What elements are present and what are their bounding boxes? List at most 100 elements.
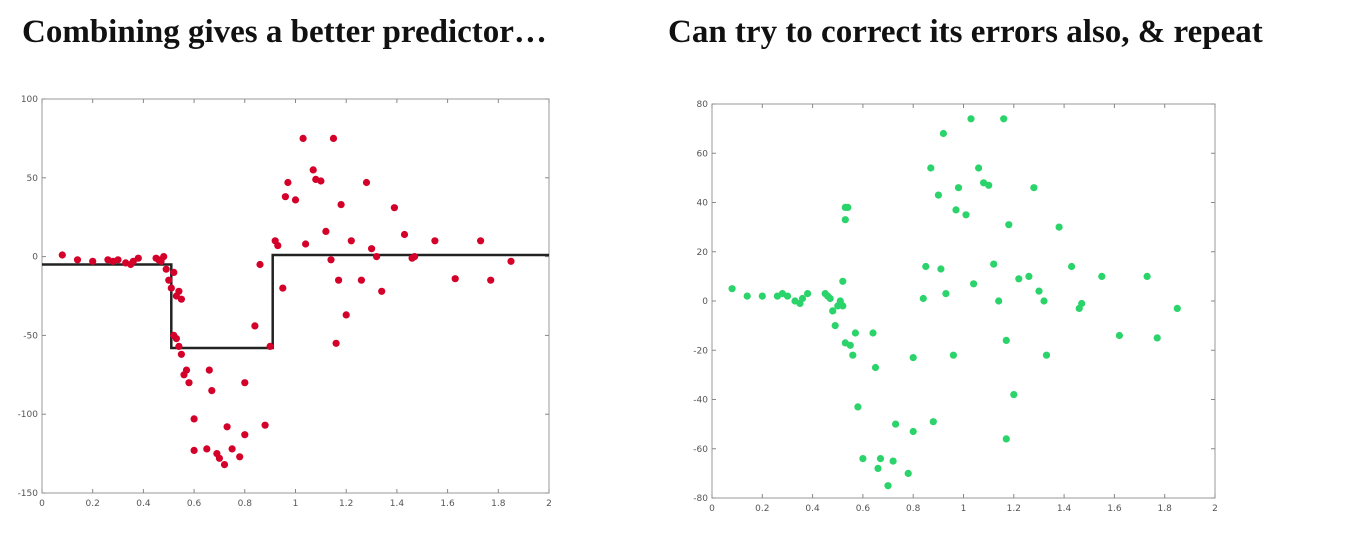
data-point [1002, 435, 1010, 443]
data-point [220, 461, 229, 469]
data-point [1040, 297, 1048, 305]
data-point [337, 201, 345, 209]
data-point [390, 204, 398, 212]
data-point [203, 445, 211, 453]
y-tick-label: 40 [697, 199, 709, 209]
data-point [378, 287, 386, 295]
data-point [451, 275, 459, 283]
data-point [175, 342, 183, 350]
data-point [342, 311, 350, 319]
x-tick-label: 0.6 [187, 499, 202, 509]
data-point [332, 339, 340, 347]
y-tick-label: -40 [693, 396, 708, 406]
data-point [876, 455, 885, 463]
data-point [190, 446, 198, 454]
data-point [208, 387, 216, 395]
y-tick-label: -60 [693, 445, 708, 455]
data-point [291, 196, 300, 204]
data-point [871, 363, 880, 372]
data-point [1143, 272, 1151, 280]
data-point [1002, 336, 1010, 344]
data-point [975, 164, 983, 172]
data-point [205, 366, 213, 374]
x-tick-label: 1.2 [339, 499, 353, 509]
data-point [89, 257, 97, 265]
data-point [114, 256, 122, 264]
data-point [411, 253, 419, 261]
x-tick-label: 0 [39, 499, 45, 509]
data-point [829, 307, 837, 315]
data-point [841, 216, 849, 224]
data-point [831, 322, 839, 330]
data-point [849, 351, 857, 359]
data-point [919, 294, 927, 303]
y-tick-label: -50 [23, 331, 38, 341]
data-point [967, 115, 975, 123]
data-point [256, 260, 264, 269]
data-point [909, 354, 917, 362]
x-tick-label: 1.4 [390, 499, 405, 509]
data-point [995, 297, 1003, 305]
data-point [970, 280, 978, 288]
x-tick-label: 0.4 [805, 504, 820, 514]
x-tick-label: 0.8 [906, 504, 921, 514]
data-point [985, 181, 993, 189]
plot-frame [711, 103, 1216, 499]
data-point [309, 166, 317, 174]
data-point [1035, 287, 1043, 295]
data-point [1173, 304, 1181, 312]
step-fit-line [42, 253, 549, 350]
y-tick-label: 0 [32, 253, 38, 263]
data-point [162, 265, 170, 273]
data-point [73, 256, 82, 264]
data-point [182, 366, 191, 374]
data-point [922, 262, 930, 271]
data-point [281, 193, 289, 201]
data-point [329, 134, 338, 142]
data-point [170, 268, 178, 276]
data-point [362, 178, 371, 187]
data-point [859, 455, 867, 463]
data-point [1115, 331, 1123, 340]
data-point [874, 464, 882, 472]
data-point [854, 403, 862, 411]
y-tick-label: 0 [702, 297, 708, 307]
data-point [177, 350, 185, 358]
data-point [851, 329, 860, 337]
data-point [1000, 115, 1008, 123]
data-point [223, 423, 231, 431]
data-point [839, 302, 847, 310]
y-tick-label: -100 [18, 410, 39, 420]
data-point [236, 453, 244, 461]
data-point [929, 418, 937, 426]
data-point [1042, 351, 1051, 359]
data-point [952, 206, 960, 214]
data-point [1153, 334, 1161, 342]
data-point [172, 335, 180, 343]
data-point [1010, 391, 1018, 399]
data-point [758, 292, 766, 300]
data-point [1098, 272, 1106, 280]
data-point [241, 431, 249, 439]
x-tick-label: 1.6 [1107, 504, 1122, 514]
data-point [284, 178, 292, 187]
data-point [167, 284, 175, 292]
data-point [990, 260, 998, 268]
x-tick-label: 0 [709, 504, 715, 514]
x-tick-label: 1.6 [440, 499, 455, 509]
data-point [728, 285, 736, 293]
chart-title-right: Can try to correct its errors also, & re… [668, 14, 1263, 50]
data-point [1015, 275, 1023, 283]
data-point [783, 292, 792, 300]
data-point [743, 292, 751, 300]
data-point [431, 237, 439, 245]
data-point [251, 322, 259, 330]
data-point [335, 276, 343, 284]
x-tick-label: 0.8 [238, 499, 253, 509]
y-tick-label: 50 [27, 174, 39, 184]
x-tick-label: 2 [1212, 504, 1218, 514]
data-point [884, 482, 892, 490]
data-point [299, 134, 307, 142]
x-tick-label: 0.6 [856, 504, 871, 514]
